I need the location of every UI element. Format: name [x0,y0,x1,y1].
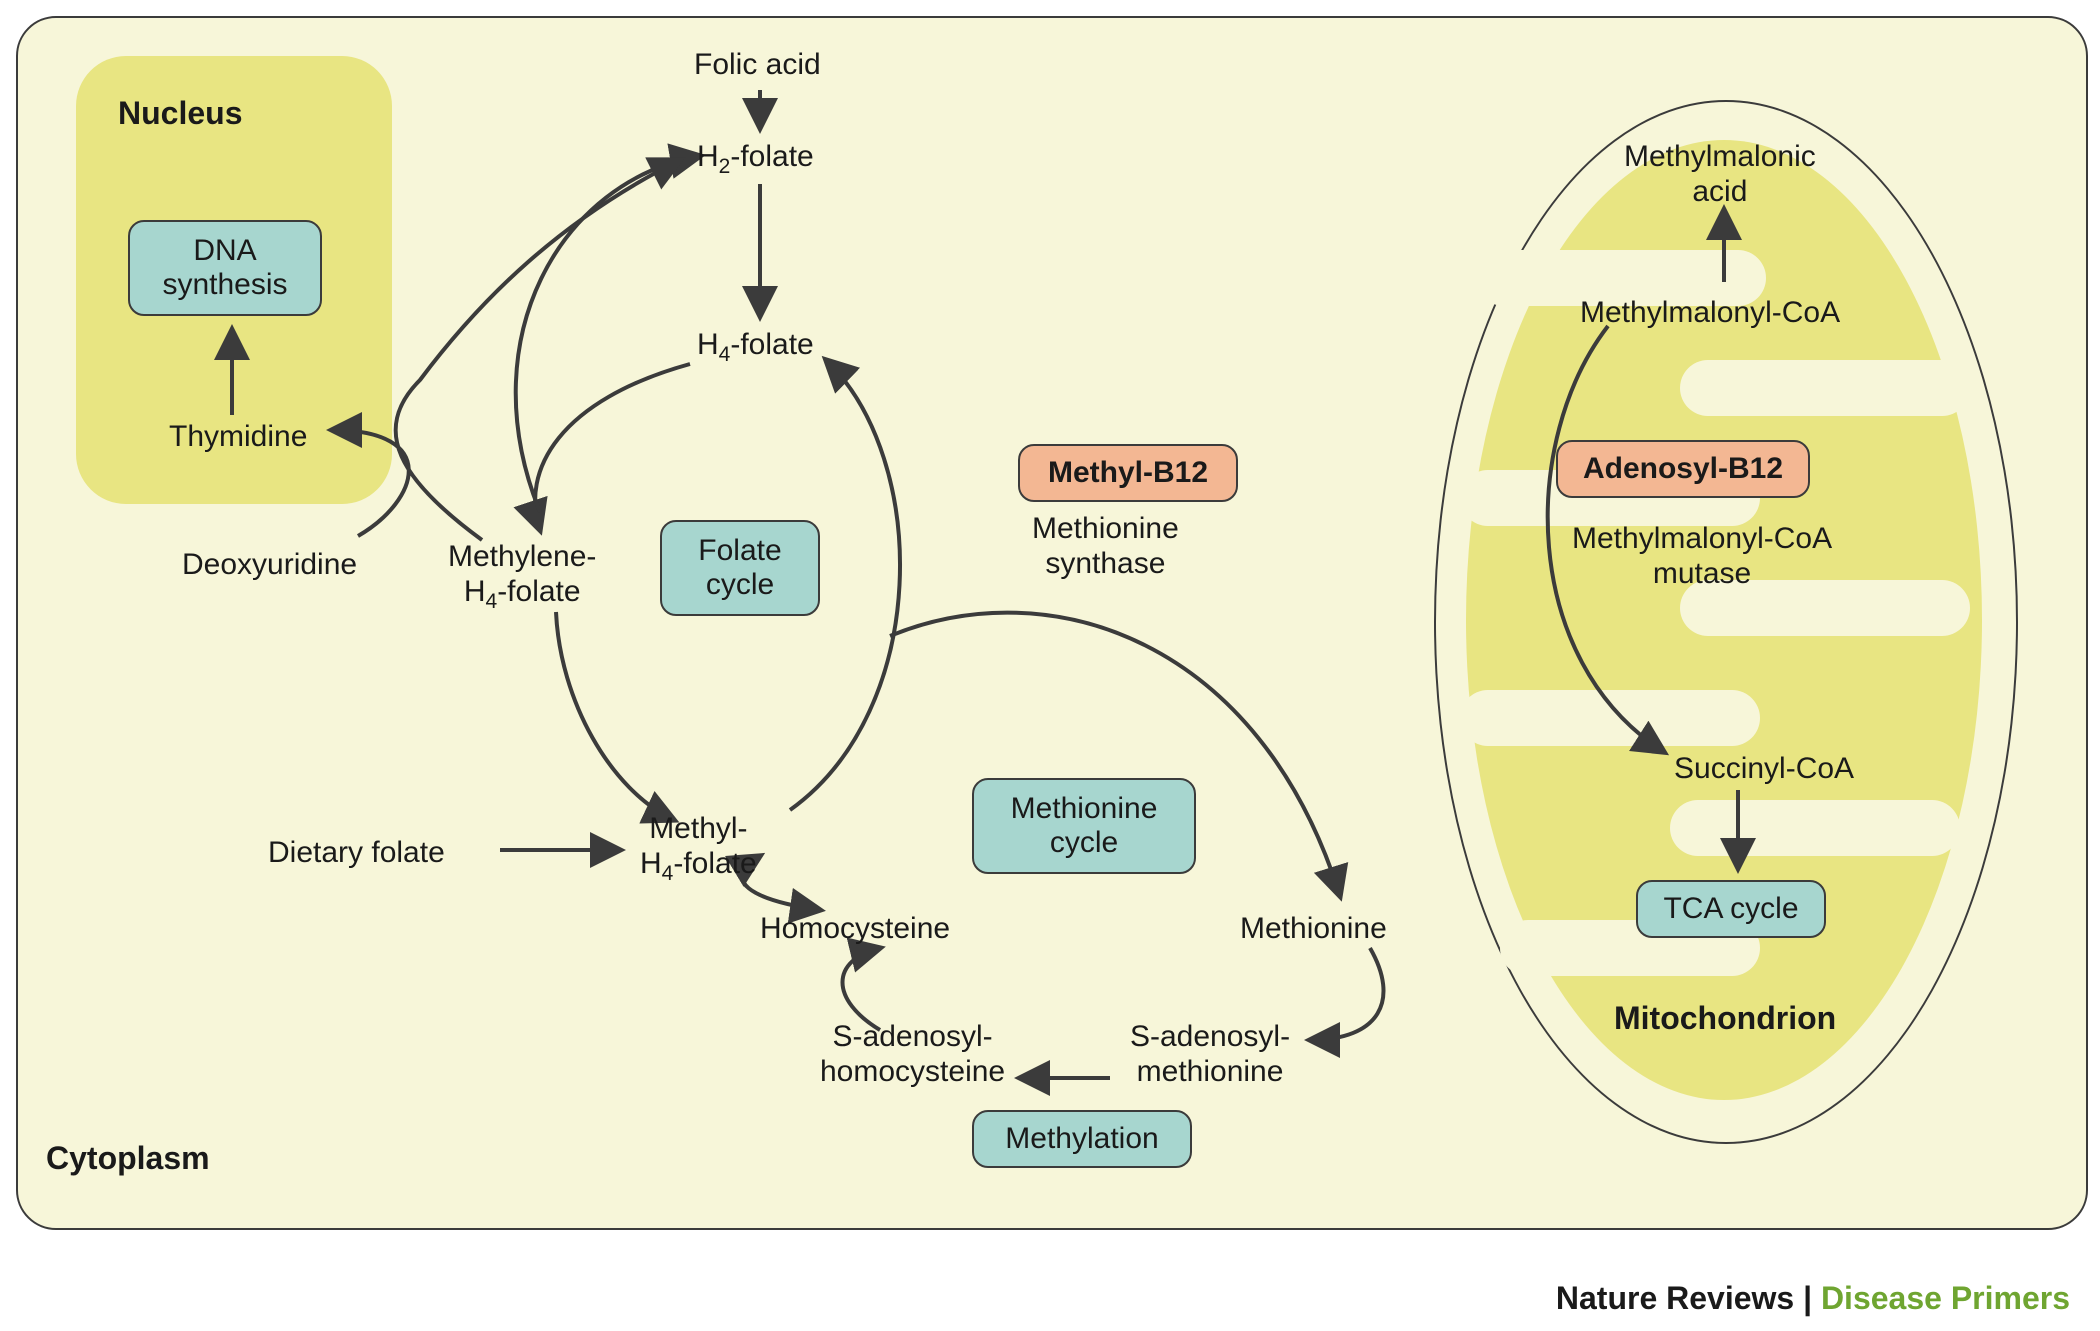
dna-synthesis-label: DNAsynthesis [162,234,287,303]
h2-folate-label: H2-folate [697,140,814,179]
methionine-cycle-pill: Methioninecycle [972,778,1196,874]
methylene-h4-folate-label: Methylene-H4-folate [448,540,596,614]
folate-cycle-pill: Folatecycle [660,520,820,616]
folic-acid-label: Folic acid [694,48,821,83]
nucleus-title: Nucleus [118,95,242,132]
adenosyl-b12-pill: Adenosyl-B12 [1556,440,1810,498]
mitochondrion-title: Mitochondrion [1614,1000,1836,1037]
methionine-cycle-label: Methioninecycle [1011,792,1158,861]
methyl-h4-folate-label: Methyl-H4-folate [640,812,757,886]
sah-label: S-adenosyl-homocysteine [820,1020,1005,1089]
diagram-canvas: Nucleus DNAsynthesis Folatecycle Methyl-… [0,0,2100,1331]
credit-sub: Disease Primers [1821,1280,2070,1316]
dna-synthesis-pill: DNAsynthesis [128,220,322,316]
methylation-pill: Methylation [972,1110,1192,1168]
methylmalonyl-coa-label: Methylmalonyl-CoA [1580,296,1840,331]
h4-folate-label: H4-folate [697,328,814,367]
cytoplasm-label: Cytoplasm [46,1140,210,1177]
credit-line: Nature Reviews | Disease Primers [1556,1280,2070,1317]
methionine-synthase-label: Methioninesynthase [1032,512,1179,581]
tca-cycle-label: TCA cycle [1663,892,1798,927]
mito-crista [1680,360,1970,416]
methylation-label: Methylation [1005,1122,1158,1157]
methionine-label: Methionine [1240,912,1387,947]
homocysteine-label: Homocysteine [760,912,950,947]
methylmalonic-acid-label: Methylmalonicacid [1624,140,1816,209]
methylmalonyl-coa-mutase-label: Methylmalonyl-CoAmutase [1572,522,1832,591]
methyl-b12-label: Methyl-B12 [1048,456,1208,491]
mito-crista [1460,690,1760,746]
mito-crista [1670,800,1960,856]
deoxyuridine-label: Deoxyuridine [182,548,357,583]
sam-label: S-adenosyl-methionine [1130,1020,1290,1089]
dietary-folate-label: Dietary folate [268,836,445,871]
methyl-b12-pill: Methyl-B12 [1018,444,1238,502]
tca-cycle-pill: TCA cycle [1636,880,1826,938]
succinyl-coa-label: Succinyl-CoA [1674,752,1854,787]
thymidine-label: Thymidine [169,420,307,455]
adenosyl-b12-label: Adenosyl-B12 [1583,452,1783,487]
credit-main: Nature Reviews | [1556,1280,1821,1316]
folate-cycle-label: Folatecycle [698,534,781,603]
